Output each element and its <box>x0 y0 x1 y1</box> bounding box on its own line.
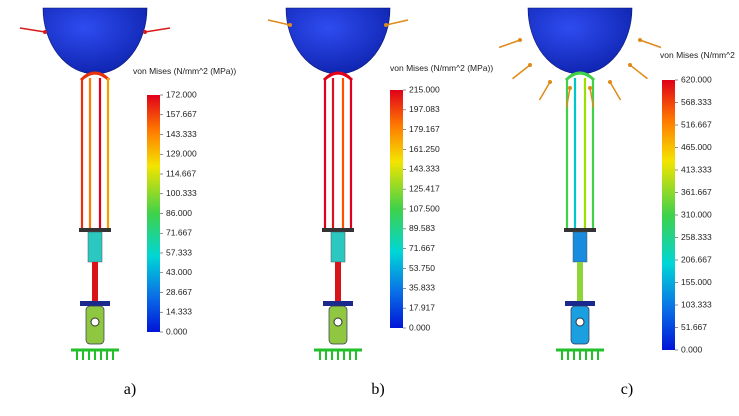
scale-label: 157.667 <box>166 109 197 119</box>
panel: von Mises (N/mm^2 620.000 568.333 516.667 46… <box>498 7 735 398</box>
caption: b) <box>371 381 384 398</box>
scale-label: 107.500 <box>409 203 440 213</box>
shaft <box>577 262 583 302</box>
scale-label: 620.000 <box>681 74 712 84</box>
legend-title: von Mises (N/mm^2 (MPa)) <box>390 63 493 73</box>
scale-label: 71.667 <box>409 243 435 253</box>
load-arrow-head <box>638 38 642 42</box>
scale-label: 413.333 <box>681 164 712 174</box>
scale-label: 71.667 <box>166 228 192 238</box>
sphere <box>285 7 391 75</box>
shaft <box>335 262 341 302</box>
sphere <box>42 7 148 75</box>
rod-frame <box>564 71 596 82</box>
load-arrow <box>267 19 291 26</box>
load-arrow <box>144 27 171 33</box>
color-bar <box>147 95 160 332</box>
load-arrow-head <box>588 86 592 90</box>
scale-label: 57.333 <box>166 247 192 257</box>
scale-label: 17.917 <box>409 302 435 312</box>
cylinder <box>330 231 346 263</box>
load-arrow <box>589 87 595 108</box>
scale-label: 568.333 <box>681 97 712 107</box>
load-arrow <box>19 27 46 33</box>
load-arrow <box>639 39 662 49</box>
load-arrow-head <box>43 30 47 34</box>
scale-label: 35.833 <box>409 283 435 293</box>
scale-label: 258.333 <box>681 232 712 242</box>
load-arrow-head <box>568 86 572 90</box>
scale-label: 215.000 <box>409 84 440 94</box>
scale-label: 14.333 <box>166 307 192 317</box>
load-arrow-head <box>608 80 612 84</box>
scale-label: 53.750 <box>409 263 435 273</box>
scale-label: 0.000 <box>409 322 431 332</box>
scale-label: 43.000 <box>166 267 192 277</box>
load-arrow-head <box>288 23 292 27</box>
color-bar <box>662 80 675 350</box>
scale-label: 125.417 <box>409 183 440 193</box>
load-arrow-head <box>548 80 552 84</box>
panel: von Mises (N/mm^2 (MPa)) 215.000 197.083 17… <box>267 7 493 398</box>
load-arrow <box>538 81 551 101</box>
caption: c) <box>621 381 633 398</box>
rod-frame <box>79 71 111 82</box>
load-arrow <box>385 19 409 26</box>
panel: von Mises (N/mm^2 (MPa)) 172.000 157.667 14… <box>19 7 236 398</box>
scale-label: 143.333 <box>166 129 197 139</box>
scale-label: 465.000 <box>681 142 712 152</box>
scale-label: 516.667 <box>681 119 712 129</box>
scale-label: 161.250 <box>409 144 440 154</box>
scale-label: 0.000 <box>166 326 188 336</box>
scale-label: 155.000 <box>681 277 712 287</box>
load-arrow <box>629 64 648 80</box>
legend-title: von Mises (N/mm^2 (MPa)) <box>133 66 236 76</box>
ring <box>564 228 596 232</box>
joint-pin <box>575 317 585 327</box>
joint-pin <box>90 317 100 327</box>
scale-label: 206.667 <box>681 254 712 264</box>
sphere <box>527 7 633 75</box>
rod-frame <box>322 71 354 82</box>
shaft <box>92 262 98 302</box>
scale-label: 0.000 <box>681 344 703 354</box>
scale-label: 129.000 <box>166 149 197 159</box>
load-arrow-head <box>628 63 632 67</box>
scale-label: 89.583 <box>409 223 435 233</box>
scale-label: 114.667 <box>166 168 196 178</box>
scale-label: 143.333 <box>409 164 440 174</box>
load-arrow-head <box>518 38 522 42</box>
scale-label: 86.000 <box>166 208 192 218</box>
cylinder <box>87 231 103 263</box>
load-arrow <box>565 87 571 108</box>
plate <box>80 301 110 306</box>
scale-label: 100.333 <box>166 188 197 198</box>
scale-label: 103.333 <box>681 299 712 309</box>
legend-title: von Mises (N/mm^2 <box>660 50 735 60</box>
caption: a) <box>124 381 136 398</box>
scale-label: 172.000 <box>166 89 197 99</box>
color-bar <box>390 90 403 328</box>
scale-label: 361.667 <box>681 187 712 197</box>
scale-label: 197.083 <box>409 104 440 114</box>
plate <box>565 301 595 306</box>
scale-label: 179.167 <box>409 124 440 134</box>
load-arrow <box>609 81 622 101</box>
cylinder <box>572 231 588 263</box>
scale-label: 28.667 <box>166 287 192 297</box>
load-arrow <box>512 64 531 80</box>
ring <box>79 228 111 232</box>
load-arrow <box>498 39 521 49</box>
scale-label: 51.667 <box>681 322 707 332</box>
joint-pin <box>333 317 343 327</box>
load-arrow-head <box>528 63 532 67</box>
load-arrow-head <box>143 30 147 34</box>
plate <box>323 301 353 306</box>
scale-label: 310.000 <box>681 209 712 219</box>
load-arrow-head <box>384 23 388 27</box>
ring <box>322 228 354 232</box>
